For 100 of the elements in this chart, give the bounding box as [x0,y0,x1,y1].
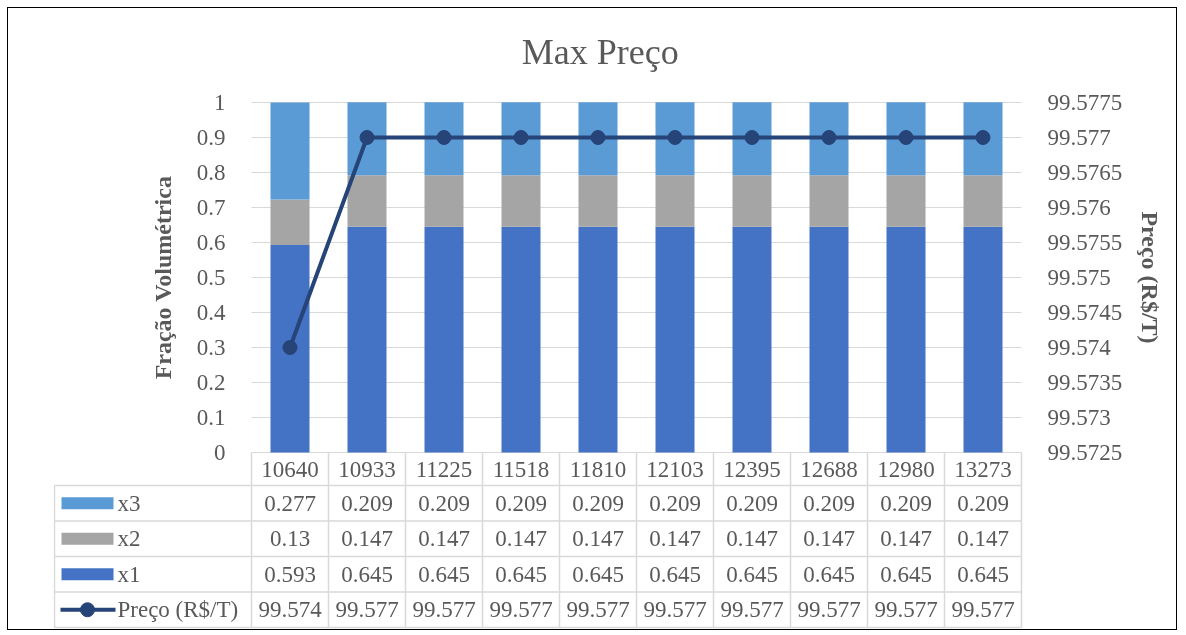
x-tick-label: 11518 [492,456,550,482]
data-label: 0.147 [572,526,624,552]
data-label: 0.209 [880,490,932,516]
bar [886,226,926,453]
x-tick-label: 12980 [877,456,935,482]
y2-tick-label: 99.577 [1047,125,1111,150]
bar [424,175,464,227]
x-tick-label: 11810 [569,456,627,482]
bar [732,175,772,227]
x-tick-label: 10640 [261,456,319,482]
data-label: 0.147 [418,526,470,552]
x-tick-label: 12395 [723,456,781,482]
x-tick-label: 12103 [646,456,704,482]
x-tick-label: 13273 [954,456,1012,482]
data-label: 99.577 [951,597,1015,623]
y2-tick-label: 99.5755 [1047,230,1123,255]
x-tick-label: 10933 [338,456,396,482]
bar [655,102,695,176]
data-label: 0.645 [726,561,778,587]
data-label: 0.209 [341,490,393,516]
data-label: 0.147 [726,526,778,552]
y2-tick-label: 99.574 [1047,335,1112,360]
chart-title: Max Preço [521,32,679,72]
data-label: 0.645 [649,561,701,587]
data-label: 99.577 [412,597,476,623]
data-label: 0.147 [495,526,547,552]
x-tick-label: 12688 [800,456,858,482]
data-label: 0.593 [264,561,316,587]
data-label: 0.209 [726,490,778,516]
data-label: 0.645 [803,561,855,587]
bar [732,102,772,176]
data-label: 0.147 [803,526,855,552]
y-tick-label: 0.6 [196,230,226,255]
legend-label: x2 [117,526,141,552]
bar [424,102,464,176]
y-tick-label: 0.2 [196,370,226,395]
y2-tick-label: 99.5725 [1047,440,1123,465]
bar [347,175,387,227]
data-label: 99.577 [335,597,399,623]
y-tick-label: 0.5 [196,265,226,290]
y-axis-title: Fração Volumétrica [149,176,176,380]
bar [270,102,310,200]
legend-label: Preço (R$/T) [117,597,239,623]
bar [655,226,695,453]
data-label: 0.277 [264,490,316,516]
bar [809,175,849,227]
y-tick-label: 1 [214,90,226,115]
bar [886,102,926,176]
data-label: 99.577 [874,597,938,623]
bar [655,175,695,227]
bar [501,226,541,453]
y2-tick-label: 99.576 [1047,195,1111,220]
y2-axis-title: Preço (R$/T) [1137,211,1164,344]
data-label: 99.577 [489,597,553,623]
data-label: 0.13 [269,526,311,552]
data-label: 99.577 [566,597,630,623]
data-label: 0.209 [418,490,470,516]
y-tick-label: 0.4 [196,300,226,325]
y2-tick-label: 99.5765 [1047,160,1123,185]
legend-label: x3 [117,490,141,516]
bar [809,102,849,176]
data-label: 0.645 [572,561,624,587]
data-label: 0.147 [880,526,932,552]
bar [270,199,310,245]
y-tick-label: 0 [214,440,226,465]
bar [886,175,926,227]
bar [347,226,387,453]
data-label: 0.209 [803,490,855,516]
bar [424,226,464,453]
bar [732,226,772,453]
y-tick-label: 0.7 [196,195,226,220]
y-tick-label: 0.9 [196,125,226,150]
legend-label: x1 [117,561,141,587]
y-tick-label: 0.1 [196,405,226,430]
y2-tick-label: 99.575 [1047,265,1111,290]
data-label: 0.209 [957,490,1009,516]
y-tick-label: 0.3 [196,335,226,360]
data-label: 0.147 [649,526,701,552]
y2-tick-label: 99.5735 [1047,370,1123,395]
data-label: 0.645 [957,561,1009,587]
data-label: 0.209 [649,490,701,516]
bar [578,102,618,176]
bar [578,175,618,227]
data-label: 99.577 [643,597,707,623]
data-label: 0.147 [957,526,1009,552]
bar [809,226,849,453]
data-label: 0.209 [495,490,547,516]
data-label: 99.577 [720,597,784,623]
bar [578,226,618,453]
bar [963,226,1003,453]
y2-tick-label: 99.5745 [1047,300,1123,325]
bar [963,175,1003,227]
y2-tick-label: 99.573 [1047,405,1111,430]
y-tick-label: 0.8 [196,160,226,185]
bar [963,102,1003,176]
data-label: 0.645 [418,561,470,587]
data-label: 0.645 [495,561,547,587]
data-label: 99.577 [797,597,861,623]
bar [501,102,541,176]
data-label: 0.645 [880,561,932,587]
